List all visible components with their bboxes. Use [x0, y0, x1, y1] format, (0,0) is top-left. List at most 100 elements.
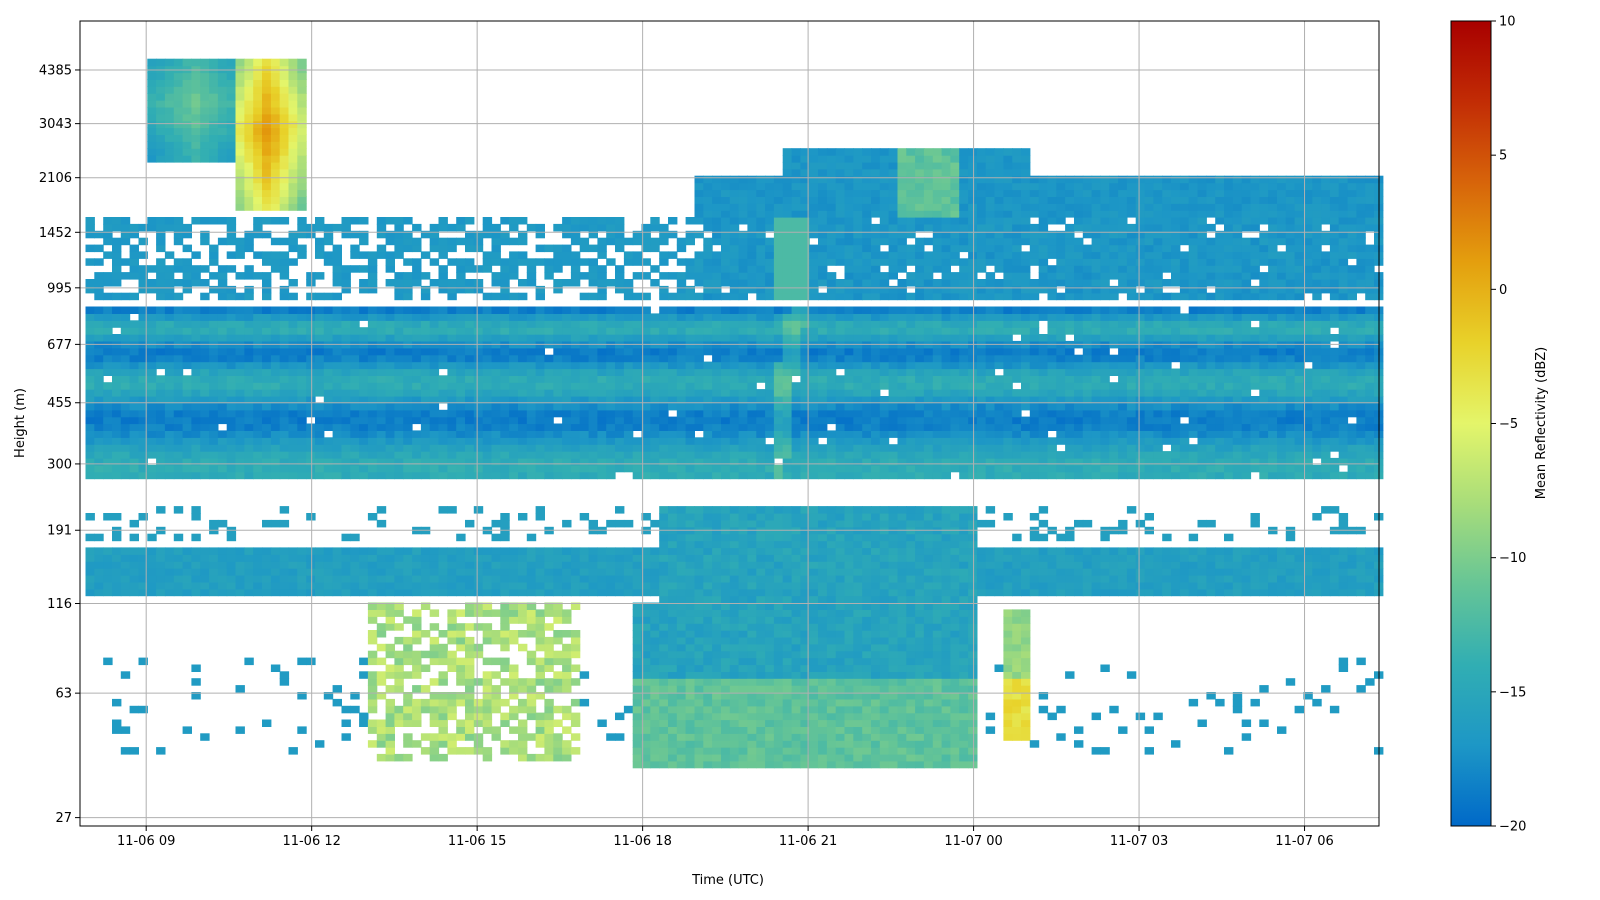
heatmap-cell	[747, 265, 757, 273]
heatmap-cell	[447, 313, 457, 321]
heatmap-cell	[659, 354, 669, 363]
heatmap-cell	[112, 361, 122, 370]
heatmap-cell	[306, 561, 316, 569]
heatmap-cell	[412, 368, 422, 376]
heatmap-cell	[676, 685, 687, 693]
heatmap-cell	[173, 265, 184, 273]
heatmap-cell	[306, 513, 316, 521]
heatmap-cell	[773, 588, 784, 597]
heatmap-cell	[535, 334, 545, 342]
heatmap-cell	[738, 581, 748, 590]
heatmap-cell	[712, 285, 722, 294]
heatmap-cell	[147, 396, 157, 404]
heatmap-cell	[482, 354, 493, 363]
heatmap-cell	[791, 581, 801, 590]
heatmap-cell	[438, 237, 448, 246]
heatmap-cell	[729, 464, 740, 473]
heatmap-cell	[164, 354, 175, 363]
heatmap-cell	[341, 306, 351, 314]
heatmap-cell	[191, 65, 201, 74]
heatmap-cell	[659, 575, 669, 583]
heatmap-cell	[729, 361, 740, 370]
heatmap-cell	[438, 437, 448, 445]
heatmap-cell	[676, 279, 687, 287]
heatmap-cell	[826, 437, 837, 445]
heatmap-cell	[518, 698, 528, 707]
heatmap-cell	[164, 368, 175, 376]
heatmap-cell	[491, 237, 501, 246]
heatmap-cell	[659, 519, 669, 528]
heatmap-cell	[756, 210, 766, 218]
heatmap-cell	[209, 72, 219, 80]
heatmap-cell	[200, 471, 210, 480]
heatmap-cell	[756, 361, 766, 370]
heatmap-cell	[288, 313, 298, 321]
heatmap-cell	[535, 643, 545, 652]
heatmap-cell	[226, 265, 237, 273]
heatmap-cell	[703, 189, 713, 197]
heatmap-cell	[526, 382, 537, 390]
heatmap-cell	[85, 279, 95, 287]
heatmap-cell	[447, 430, 457, 438]
heatmap-cell	[641, 581, 651, 590]
heatmap-cell	[738, 396, 748, 404]
heatmap-cell	[447, 375, 457, 383]
heatmap-cell	[323, 320, 334, 328]
heatmap-cell	[747, 595, 757, 604]
heatmap-cell	[509, 547, 519, 555]
heatmap-cell	[773, 437, 784, 445]
heatmap-cell	[685, 334, 695, 342]
heatmap-cell	[623, 588, 634, 597]
heatmap-cell	[482, 705, 493, 714]
heatmap-cell	[156, 272, 166, 280]
heatmap-cell	[782, 148, 793, 156]
heatmap-cell	[297, 464, 307, 473]
heatmap-cell	[791, 513, 801, 521]
heatmap-cell	[773, 217, 784, 225]
heatmap-cell	[394, 409, 404, 418]
heatmap-cell	[809, 575, 819, 583]
heatmap-cell	[306, 657, 316, 666]
heatmap-cell	[297, 113, 307, 122]
heatmap-cell	[809, 155, 819, 163]
heatmap-cell	[738, 664, 748, 672]
heatmap-cell	[482, 430, 493, 438]
heatmap-cell	[367, 430, 378, 438]
heatmap-cell	[164, 471, 175, 480]
heatmap-cell	[217, 285, 228, 294]
heatmap-cell	[668, 382, 678, 390]
heatmap-cell	[721, 396, 731, 404]
heatmap-cell	[147, 217, 157, 225]
heatmap-cell	[826, 685, 837, 693]
heatmap-cell	[297, 320, 307, 328]
heatmap-cell	[721, 657, 731, 666]
heatmap-cell	[376, 409, 387, 418]
heatmap-cell	[818, 389, 828, 397]
heatmap-cell	[385, 347, 395, 356]
heatmap-cell	[800, 230, 810, 239]
heatmap-cell	[394, 327, 404, 335]
heatmap-cell	[782, 540, 793, 549]
heatmap-cell	[632, 602, 643, 610]
heatmap-cell	[791, 630, 801, 638]
heatmap-cell	[350, 471, 360, 480]
heatmap-cell	[791, 678, 801, 686]
heatmap-cell	[544, 272, 554, 280]
heatmap-cell	[182, 471, 192, 480]
heatmap-cell	[694, 375, 704, 383]
heatmap-cell	[191, 547, 201, 555]
heatmap-cell	[765, 196, 775, 204]
heatmap-cell	[323, 306, 334, 314]
heatmap-cell	[217, 106, 228, 115]
heatmap-cell	[544, 575, 554, 583]
heatmap-cell	[756, 671, 766, 679]
heatmap-cell	[359, 396, 369, 404]
heatmap-cell	[800, 196, 810, 204]
heatmap-cell	[173, 237, 184, 246]
heatmap-cell	[791, 712, 801, 721]
heatmap-cell	[244, 334, 254, 342]
heatmap-cell	[279, 189, 290, 197]
heatmap-cell	[367, 354, 378, 363]
heatmap-cell	[526, 409, 537, 418]
heatmap-cell	[173, 396, 184, 404]
